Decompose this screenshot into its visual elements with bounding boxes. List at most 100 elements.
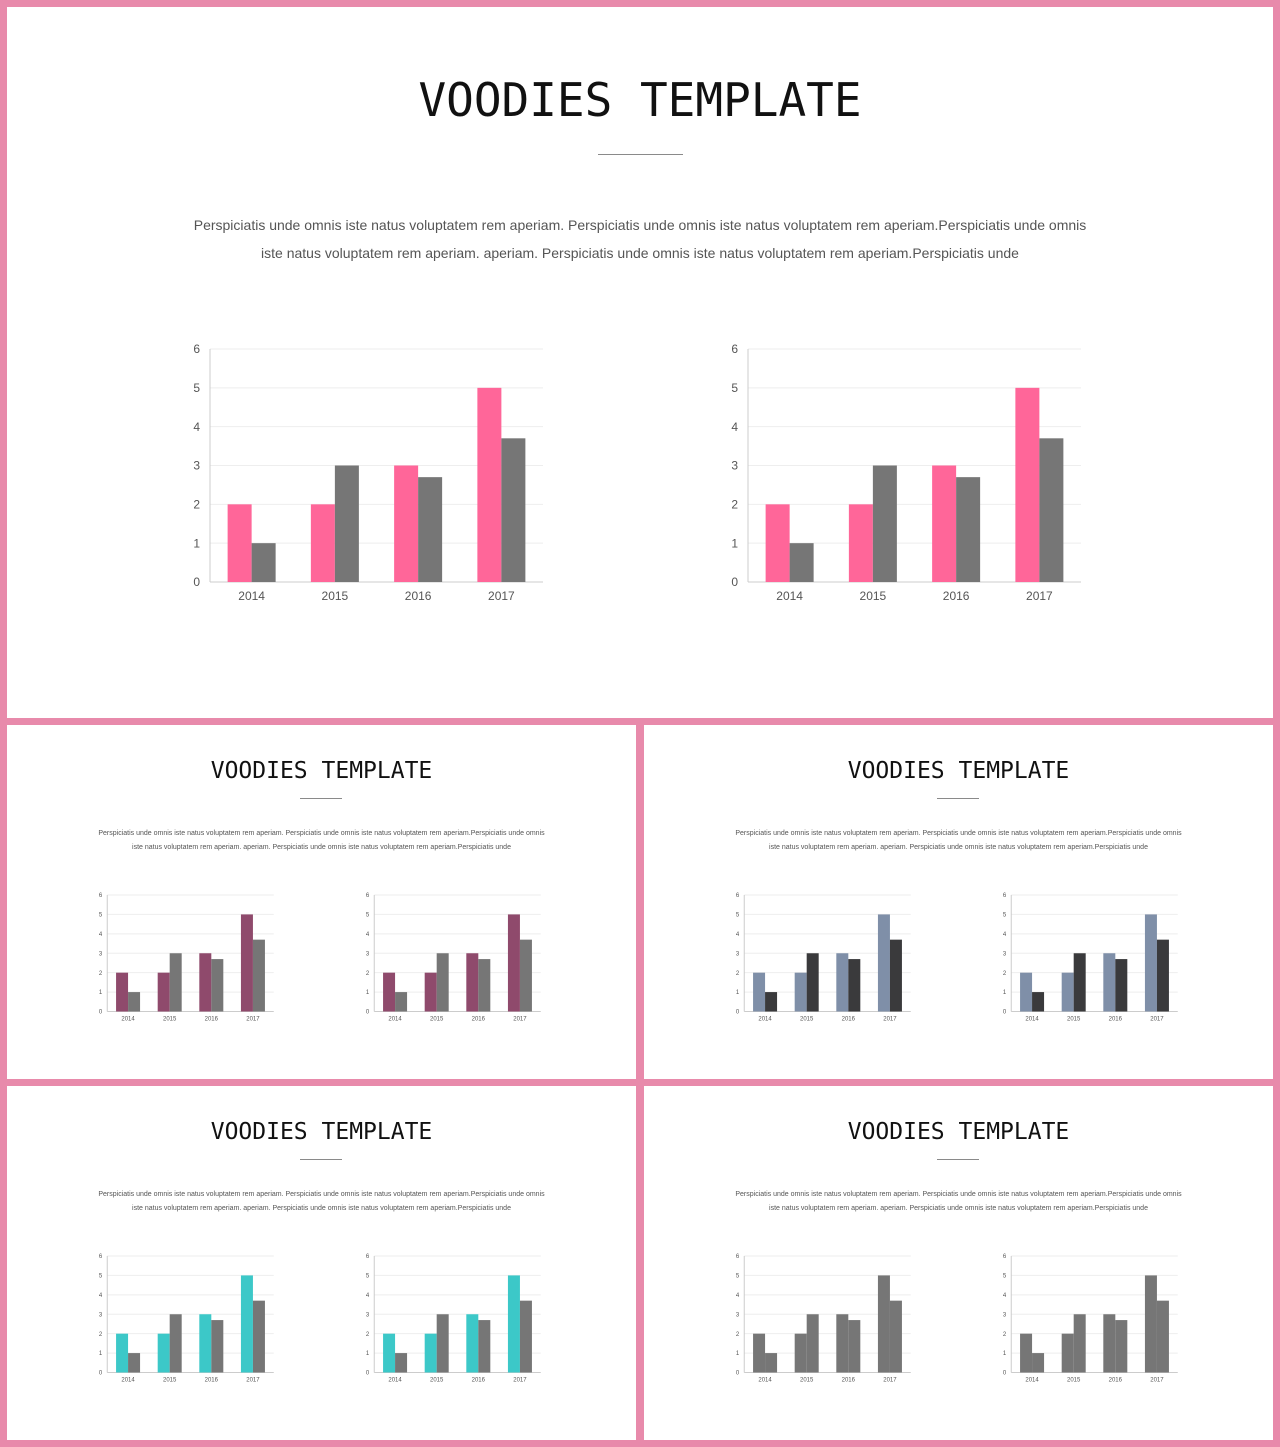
bar-2017-series-2 [889, 939, 902, 1012]
bar-2016-series-1 [1103, 1314, 1116, 1373]
y-tick-label: 4 [366, 1293, 370, 1299]
title-divider [937, 798, 979, 799]
bar-2016-series-2 [1115, 959, 1128, 1012]
bar-2016-series-1 [1103, 953, 1116, 1012]
bar-2014-series-1 [383, 972, 396, 1012]
title-divider [300, 798, 342, 799]
bar-2015-series-2 [436, 1314, 449, 1373]
x-tick-label: 2014 [388, 1378, 402, 1384]
bar-2017-series-1 [877, 1275, 890, 1373]
x-tick-label: 2016 [205, 1017, 219, 1023]
bar-2017-series-2 [1156, 939, 1169, 1012]
x-tick-label: 2015 [163, 1378, 177, 1384]
bar-2016-series-2 [478, 959, 491, 1012]
x-tick-label: 2014 [776, 589, 803, 603]
y-tick-label: 0 [1003, 1371, 1007, 1377]
bar-2015-series-2 [334, 465, 359, 582]
y-tick-label: 0 [366, 1371, 370, 1377]
y-tick-label: 3 [99, 951, 103, 957]
y-tick-label: 2 [731, 498, 738, 512]
y-tick-label: 4 [736, 1293, 740, 1299]
y-tick-label: 3 [1003, 951, 1007, 957]
bar-2014-series-2 [128, 992, 141, 1012]
x-tick-label: 2016 [472, 1017, 486, 1023]
x-tick-label: 2014 [238, 589, 265, 603]
y-tick-label: 2 [736, 1332, 740, 1338]
slide-body-line-1: Perspiciatis unde omnis iste natus volup… [98, 830, 545, 837]
bar-2014-series-1 [116, 972, 129, 1012]
y-tick-label: 1 [736, 1351, 740, 1357]
slide-title: VOODIES TEMPLATE [210, 1119, 433, 1145]
title-divider [937, 1159, 979, 1160]
y-tick-label: 0 [1003, 1010, 1007, 1016]
slide-body-line-2: iste natus voluptatem rem aperiam. aperi… [132, 1205, 511, 1212]
x-tick-label: 2016 [943, 589, 970, 603]
y-tick-label: 0 [99, 1371, 103, 1377]
bar-2015-series-1 [794, 1333, 807, 1373]
bar-2016-series-2 [1115, 1320, 1128, 1373]
bar-chart-right: 0 1 2 3 4 5 6 2014 2015 2016 2017 [366, 893, 541, 1023]
bar-2016-series-1 [394, 465, 419, 582]
y-tick-label: 0 [736, 1371, 740, 1377]
y-tick-label: 2 [1003, 971, 1007, 977]
y-tick-label: 2 [99, 971, 103, 977]
bar-2014-series-2 [251, 543, 276, 582]
y-tick-label: 3 [1003, 1312, 1007, 1318]
x-tick-label: 2017 [883, 1017, 897, 1023]
x-tick-label: 2016 [405, 589, 432, 603]
bar-chart-left: 0 1 2 3 4 5 6 2014 2015 2016 2017 [99, 893, 274, 1023]
y-tick-label: 1 [193, 536, 200, 550]
bar-2015-series-2 [806, 953, 819, 1012]
y-tick-label: 6 [736, 1254, 740, 1260]
title-divider [300, 1159, 342, 1160]
bar-chart-left: 0 1 2 3 4 5 6 2014 2015 2016 2017 [736, 1254, 911, 1384]
bar-2014-series-2 [395, 1353, 408, 1373]
y-tick-label: 4 [736, 932, 740, 938]
bar-2014-series-1 [753, 972, 766, 1012]
x-tick-label: 2016 [1109, 1378, 1123, 1384]
bar-2016-series-2 [956, 477, 981, 582]
bar-2014-series-1 [1020, 972, 1033, 1012]
y-tick-label: 0 [99, 1010, 103, 1016]
bar-2014-series-2 [789, 543, 814, 582]
y-tick-label: 2 [736, 971, 740, 977]
bar-2015-series-1 [1061, 1333, 1074, 1373]
x-tick-label: 2016 [1109, 1017, 1123, 1023]
bar-chart-left: 0 1 2 3 4 5 6 2014 2015 2016 2017 [99, 1254, 274, 1384]
bar-2017-series-2 [252, 939, 265, 1012]
bar-2016-series-2 [418, 477, 443, 582]
bar-2016-series-1 [466, 1314, 479, 1373]
x-tick-label: 2015 [800, 1017, 814, 1023]
bar-2016-series-2 [478, 1320, 491, 1373]
x-tick-label: 2016 [842, 1378, 856, 1384]
y-tick-label: 3 [366, 1312, 370, 1318]
x-tick-label: 2015 [800, 1378, 814, 1384]
bar-2014-series-1 [753, 1333, 766, 1373]
y-tick-label: 2 [366, 1332, 370, 1338]
y-tick-label: 6 [99, 893, 103, 899]
slide-body-line-1: Perspiciatis unde omnis iste natus volup… [98, 1191, 545, 1198]
bar-2015-series-1 [424, 972, 437, 1012]
slide-thumbnail-plum: VOODIES TEMPLATE Perspiciatis unde omnis… [7, 725, 636, 1079]
y-tick-label: 1 [366, 990, 370, 996]
slide-title: VOODIES TEMPLATE [847, 758, 1070, 784]
bar-2015-series-2 [436, 953, 449, 1012]
bar-2017-series-2 [1039, 438, 1064, 582]
y-tick-label: 5 [1003, 1274, 1007, 1280]
y-tick-label: 2 [99, 1332, 103, 1338]
x-tick-label: 2017 [488, 589, 515, 603]
bar-2015-series-1 [310, 504, 335, 582]
slide-body-line-2: iste natus voluptatem rem aperiam. aperi… [132, 844, 511, 851]
y-tick-label: 1 [366, 1351, 370, 1357]
x-tick-label: 2014 [388, 1017, 402, 1023]
x-tick-label: 2015 [430, 1378, 444, 1384]
slide-body-line-2: iste natus voluptatem rem aperiam. aperi… [261, 245, 1019, 261]
bar-2014-series-1 [227, 504, 252, 582]
slide-body-line-1: Perspiciatis unde omnis iste natus volup… [735, 830, 1182, 837]
y-tick-label: 2 [193, 498, 200, 512]
y-tick-label: 4 [1003, 932, 1007, 938]
bar-2015-series-2 [1073, 953, 1086, 1012]
slide-body-line-1: Perspiciatis unde omnis iste natus volup… [735, 1191, 1182, 1198]
x-tick-label: 2014 [1025, 1017, 1039, 1023]
x-tick-label: 2014 [758, 1378, 772, 1384]
